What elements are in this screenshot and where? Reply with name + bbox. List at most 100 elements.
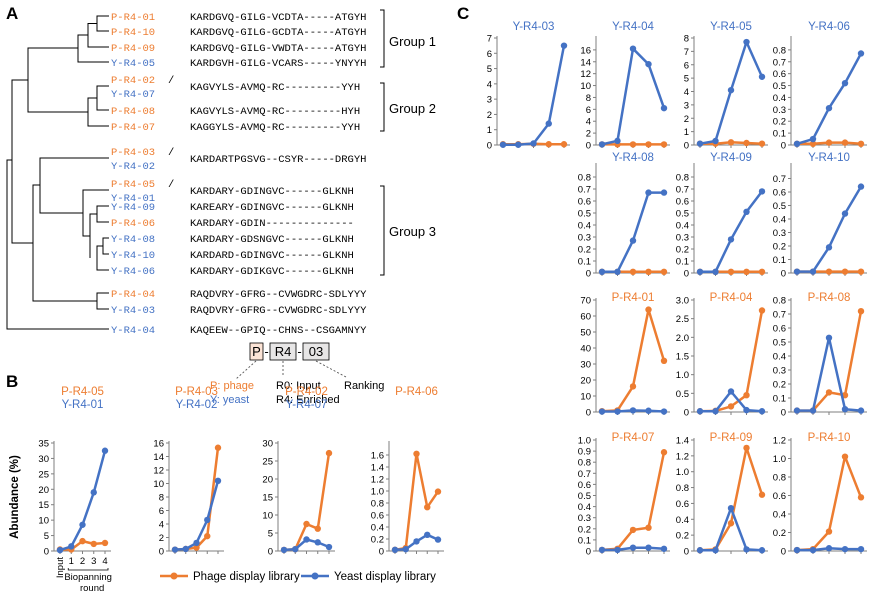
- data-point-yeast: [825, 545, 833, 552]
- sequence-text: KARDGVQ-GILG-GCDTA-----ATGYH: [190, 27, 366, 39]
- chart-title: Y-R4-09: [710, 152, 752, 164]
- y-tick-label: 14: [580, 57, 591, 68]
- y-tick-label: 3.0: [676, 296, 689, 307]
- tree-leaf-label: Y-R4-01: [111, 193, 155, 205]
- tree-leaf-slash: /: [168, 147, 174, 159]
- data-point-yeast: [660, 408, 668, 415]
- tree-leaf-label: Y-R4-03: [111, 305, 155, 317]
- y-tick-label: 0: [684, 408, 689, 419]
- y-tick-label: 10: [262, 511, 273, 522]
- legend-yeast-marker: [311, 572, 319, 580]
- y-tick-label: 1.0: [773, 454, 786, 465]
- data-point-yeast: [793, 546, 801, 554]
- y-tick-label: 0.4: [371, 523, 384, 534]
- data-point-yeast: [629, 237, 637, 244]
- data-point-yeast: [660, 104, 668, 112]
- data-point-phage: [727, 520, 735, 527]
- data-point-phage: [645, 141, 652, 148]
- y-tick-label: 0: [684, 141, 689, 152]
- data-point-phage: [325, 449, 333, 457]
- y-tick-label: 1.2: [773, 436, 786, 447]
- y-tick-label: 0.7: [578, 469, 591, 480]
- line-chart-y-r4-10: Y-R4-10 0 0.1 0.2 0.3 0.4 0.5 0.6 0.7: [773, 152, 867, 280]
- data-point-yeast: [825, 104, 833, 112]
- data-point-yeast: [645, 407, 652, 414]
- y-tick-label: 0.6: [676, 499, 689, 510]
- data-point-phage: [204, 532, 211, 540]
- data-point-yeast: [292, 546, 299, 553]
- y-tick-label: 6: [684, 60, 689, 71]
- y-tick-label: 1: [684, 127, 689, 138]
- data-point-phage: [434, 488, 442, 495]
- y-tick-label: 0.5: [773, 338, 786, 349]
- data-point-phage: [101, 539, 109, 547]
- tree-leaf-label: P-R4-03: [111, 147, 155, 159]
- y-tick-label: 0.3: [773, 228, 786, 239]
- data-point-yeast: [857, 50, 865, 57]
- data-point-phage: [841, 139, 849, 146]
- series-line-yeast: [602, 191, 664, 274]
- x-axis-title: Biopanning: [64, 572, 112, 583]
- legend-r4-text: R4: Enriched: [276, 394, 340, 406]
- y-tick-label: 0.8: [773, 45, 786, 56]
- y-tick-label: 0.8: [578, 173, 591, 184]
- y-tick-label: 0.4: [773, 93, 786, 104]
- line-chart-p-r4-08: P-R4-08 0 0.1 0.2 0.3 0.4 0.5 0.6 0.7 0.8: [773, 292, 867, 419]
- data-point-yeast: [727, 236, 735, 243]
- y-tick-label: 4: [586, 117, 591, 128]
- tree-branch: [87, 97, 109, 127]
- series-line-phage: [601, 308, 666, 413]
- y-tick-label: 8: [684, 34, 689, 45]
- y-tick-label: 0: [379, 547, 384, 558]
- data-point-phage: [857, 308, 865, 315]
- chart-title: P-R4-05: [61, 386, 104, 398]
- line-chart-y-r4-08: Y-R4-08 00.10.20.30.40.50.60.70.8: [578, 152, 670, 280]
- naming-legend: P - R4 - 03 P: phage Y: yeast R0: Input …: [210, 342, 384, 406]
- tree-leaf-label: P-R4-10: [111, 27, 155, 39]
- y-tick-label: 0.6: [578, 197, 591, 208]
- group-1-bracket: [380, 9, 385, 68]
- tree-leaf-label: Y-R4-05: [111, 58, 155, 70]
- data-point-yeast: [727, 86, 735, 94]
- data-point-yeast: [598, 546, 606, 554]
- y-tick-label: 0.8: [578, 458, 591, 469]
- chart-title: P-R4-04: [710, 292, 753, 304]
- y-tick-label: 5: [268, 529, 273, 540]
- legend-yeast-text: Y: yeast: [210, 394, 249, 406]
- data-point-yeast: [193, 539, 200, 547]
- y-tick-label: 0.8: [773, 296, 786, 307]
- data-point-yeast: [743, 38, 750, 46]
- panel-c-label: C: [457, 4, 469, 23]
- group-2-label: Group 2: [389, 101, 436, 116]
- data-point-phage: [560, 141, 568, 148]
- data-point-yeast: [645, 544, 652, 551]
- sequence-text: KAGVYLS-AVMQ-RC---------YYH: [190, 82, 360, 94]
- x-tick-label: 1: [69, 556, 74, 567]
- y-tick-label: 1: [487, 125, 492, 136]
- data-point-yeast: [614, 408, 621, 415]
- y-tick-label: 0.2: [773, 242, 786, 253]
- chart-title: P-R4-02: [285, 386, 328, 398]
- chart-title: Y-R4-07: [286, 399, 328, 411]
- data-point-yeast: [809, 135, 817, 143]
- y-tick-label: 30: [580, 360, 591, 371]
- series-line-yeast: [503, 45, 566, 146]
- data-point-yeast: [182, 545, 189, 553]
- legend-ranking-text: Ranking: [344, 380, 384, 392]
- code-box-library: [249, 342, 264, 361]
- chart-title: P-R4-01: [612, 292, 655, 304]
- y-tick-label: 0: [684, 547, 689, 558]
- chart-title: Y-R4-01: [62, 399, 104, 411]
- panel-b-label: B: [6, 372, 18, 391]
- x-axis-title: round: [80, 583, 104, 592]
- y-tick-label: 0.5: [578, 491, 591, 502]
- data-point-yeast: [101, 447, 109, 454]
- y-tick-label: 40: [580, 344, 591, 355]
- data-point-yeast: [614, 546, 621, 554]
- y-tick-label: 0.3: [773, 105, 786, 116]
- data-point-yeast: [434, 536, 442, 543]
- y-tick-label: 60: [580, 312, 591, 323]
- sequence-text: KARDARY-GDINGVC------GLKNH: [190, 186, 354, 198]
- y-tick-label: 0.7: [773, 310, 786, 321]
- data-point-yeast: [743, 208, 750, 215]
